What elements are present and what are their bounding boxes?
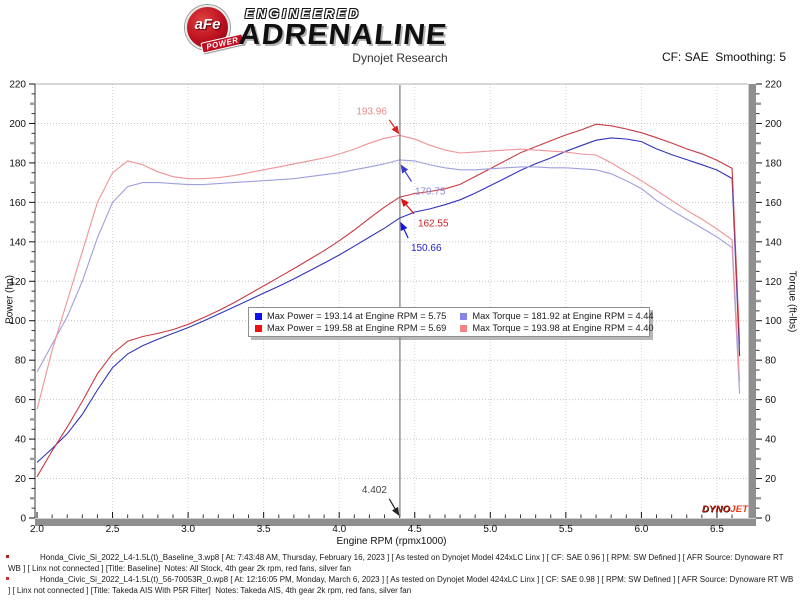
- svg-text:40: 40: [15, 435, 27, 446]
- annotation-162.55: 162.55: [418, 218, 449, 229]
- takeda-torque-curve: [36, 134, 741, 410]
- svg-text:140: 140: [765, 237, 782, 248]
- annotation-layer: 193.96 179.75 162.55 150.66 4.402: [356, 106, 449, 516]
- chart-legend: Max Power = 193.14 at Engine RPM = 5.75 …: [248, 307, 654, 337]
- grid-layer: [35, 84, 748, 518]
- annotation-179.75: 179.75: [415, 186, 446, 197]
- svg-text:4.0: 4.0: [332, 524, 346, 535]
- brand-wordmark: ENGINEERED ADRENALINE: [237, 6, 448, 51]
- axis-frame: [34, 83, 756, 526]
- axis-ticks-and-labels: 0 0 20 20 40 40 60 60 80 80 100 100 120 120 140 140 160 1…: [9, 80, 782, 536]
- svg-text:180: 180: [9, 158, 26, 169]
- legend-item-takeda-torque: Max Torque = 193.98 at Engine RPM = 4.40: [460, 323, 654, 333]
- rpm-axis-label: Engine RPM (rpmx1000): [336, 536, 447, 547]
- legend-label: Max Power = 193.14 at Engine RPM = 5.75: [267, 311, 447, 321]
- svg-text:2.0: 2.0: [30, 524, 44, 535]
- svg-text:80: 80: [15, 356, 27, 367]
- annotation-193.96: 193.96: [356, 106, 387, 117]
- smoothing-setting-label: CF: SAE Smoothing: 5: [661, 50, 786, 64]
- run-info-footer: Honda_Civic_Si_2022_L4-1.5L(t)_Baseline_…: [6, 553, 796, 597]
- svg-text:5.5: 5.5: [559, 524, 573, 535]
- run-info-entry: Honda_Civic_Si_2022_L4-1.5L(t)_Baseline_…: [6, 553, 794, 574]
- svg-text:0: 0: [20, 514, 26, 525]
- svg-text:220: 220: [765, 80, 782, 91]
- run-info-entry: Honda_Civic_Si_2022_L4-1.5L(t)_56-70053R…: [6, 575, 796, 596]
- legend-item-baseline-torque: Max Torque = 181.92 at Engine RPM = 4.44: [460, 311, 654, 321]
- svg-text:200: 200: [9, 119, 26, 130]
- brand-engineered-text: ENGINEERED: [245, 6, 361, 21]
- svg-text:0: 0: [765, 514, 771, 525]
- legend-item-baseline-power: Max Power = 193.14 at Engine RPM = 5.75: [255, 311, 446, 321]
- annotation-4.402: 4.402: [362, 485, 387, 496]
- dynojet-logo: DYNOJET: [702, 504, 749, 515]
- svg-text:100: 100: [765, 316, 782, 327]
- svg-text:3.0: 3.0: [181, 524, 195, 535]
- svg-text:4.5: 4.5: [408, 524, 422, 535]
- svg-text:200: 200: [765, 119, 782, 130]
- afe-logo-icon: aFe POWER: [185, 5, 245, 54]
- baseline-power-swatch-icon: [255, 312, 262, 320]
- svg-text:2.5: 2.5: [106, 524, 120, 535]
- svg-text:60: 60: [15, 395, 27, 406]
- power-axis-label: Power (hp): [4, 275, 16, 324]
- afe-logo-text: aFe: [194, 16, 221, 33]
- svg-text:40: 40: [765, 435, 777, 446]
- run-info-text: Honda_Civic_Si_2022_L4-1.5L(t)_56-70053R…: [8, 575, 796, 595]
- legend-label: Max Power = 199.58 at Engine RPM = 5.69: [267, 323, 447, 333]
- takeda-torque-swatch-icon: [460, 324, 468, 332]
- takeda-power-swatch-icon: [255, 324, 262, 332]
- legend-label: Max Torque = 181.92 at Engine RPM = 4.44: [472, 311, 654, 321]
- baseline-torque-swatch-icon: [460, 312, 468, 320]
- annotation-150.66: 150.66: [411, 243, 442, 254]
- svg-text:160: 160: [9, 198, 26, 209]
- svg-text:80: 80: [765, 356, 777, 367]
- svg-text:6.5: 6.5: [710, 524, 724, 535]
- run-info-text: Honda_Civic_Si_2022_L4-1.5L(t)_Baseline_…: [8, 553, 786, 573]
- curves-layer: [36, 123, 741, 478]
- svg-text:180: 180: [765, 158, 782, 169]
- baseline-power-curve: [36, 137, 741, 463]
- run-bullet-icon: [6, 577, 9, 580]
- svg-text:120: 120: [9, 277, 26, 288]
- run-bullet-icon: [6, 555, 9, 558]
- svg-text:6.0: 6.0: [634, 524, 648, 535]
- svg-text:100: 100: [9, 316, 26, 327]
- svg-text:120: 120: [765, 277, 782, 288]
- takeda-power-curve: [36, 123, 741, 478]
- legend-label: Max Torque = 193.98 at Engine RPM = 4.40: [472, 323, 654, 333]
- dynojet-research-title: Dynojet Research: [352, 51, 448, 65]
- svg-text:20: 20: [15, 474, 27, 485]
- baseline-torque-curve: [36, 159, 741, 394]
- svg-text:60: 60: [765, 395, 777, 406]
- afe-power-logo: aFe POWER ENGINEERED ADRENALINE: [185, 5, 449, 54]
- svg-text:220: 220: [9, 80, 26, 91]
- svg-text:140: 140: [9, 237, 26, 248]
- svg-text:5.0: 5.0: [483, 524, 497, 535]
- svg-text:160: 160: [765, 198, 782, 209]
- legend-item-takeda-power: Max Power = 199.58 at Engine RPM = 5.69: [255, 323, 446, 333]
- svg-text:20: 20: [765, 474, 777, 485]
- torque-axis-label: Torque (ft-lbs): [786, 270, 798, 333]
- svg-text:3.5: 3.5: [257, 524, 271, 535]
